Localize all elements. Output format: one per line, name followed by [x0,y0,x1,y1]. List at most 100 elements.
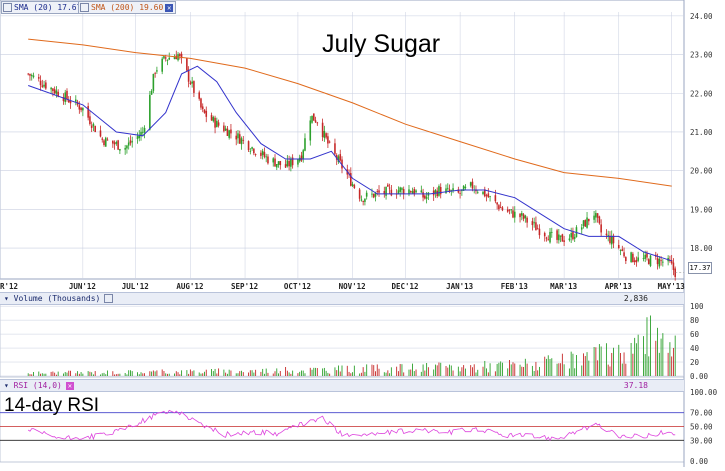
candle-up [173,56,176,60]
candle-up [425,196,428,199]
candle-down [67,100,70,103]
candle-down [485,195,488,197]
candle-down [543,232,546,237]
volume-panel-header: ▾ Volume (Thousands) 2,836 [0,292,684,305]
candle-up [445,188,447,194]
candle-down [487,193,490,198]
candle-up [265,156,267,158]
candle-up [150,90,153,95]
candle-down [87,106,89,118]
candle-down [235,135,238,140]
candle-up [166,59,169,61]
candle-down [267,156,269,164]
candle-down [57,91,59,97]
collapse-icon[interactable]: ▾ [4,294,9,303]
candle-up [228,130,230,138]
candle-down [617,244,620,249]
candle-up [371,193,373,195]
candle-down [112,140,114,144]
candle-down [288,160,290,167]
candle-down [327,136,329,144]
candle-down [325,133,327,138]
candle-down [519,213,521,218]
candle-down [186,58,188,71]
candle-down [584,219,587,227]
candle-down [238,134,241,144]
candle-up [240,138,243,145]
candle-up [549,231,551,243]
candle-down [674,268,676,277]
candle-up [119,149,121,151]
candle-up [224,128,227,131]
candle-down [53,89,56,94]
volume-y-tick-label: 100 [690,302,704,311]
candle-up [482,191,484,194]
candle-down [200,98,202,108]
candle-up [337,156,340,163]
candle-down [314,120,317,123]
candle-down [409,191,412,193]
candle-up [550,231,553,233]
candle-up [152,73,155,91]
candle-down [198,92,201,99]
candle-down [66,90,68,100]
candle-down [187,69,190,82]
candle-down [101,138,104,140]
candle-up [452,188,454,191]
candle-down [545,237,548,239]
candle-down [383,190,386,194]
volume-y-tick-label: 40 [690,344,700,353]
candle-down [94,126,96,133]
candle-down [625,257,627,261]
candle-down [501,207,504,211]
candle-up [558,234,560,241]
candle-down [214,117,216,128]
x-tick-label: JUL'12 [122,282,149,291]
candle-down [471,181,474,189]
candle-up [297,159,299,165]
candle-down [457,189,460,193]
candle-up [141,131,144,133]
candle-down [376,191,379,192]
candle-down [179,54,181,56]
candle-down [339,154,342,161]
candle-down [535,222,537,231]
candle-down [41,85,44,87]
x-tick-label: APR'13 [605,282,633,291]
x-tick-label: R'12 [0,282,18,291]
candle-down [635,259,638,263]
candle-up [140,131,142,137]
candle-down [672,262,675,270]
candle-down [612,235,615,244]
candle-up [415,190,417,193]
candle-down [522,214,525,219]
close-icon[interactable] [104,294,114,303]
candle-up [163,56,165,59]
candle-down [193,81,195,93]
close-icon[interactable]: ✕ [65,381,74,390]
candle-down [39,80,42,86]
candle-up [55,90,58,94]
candle-down [362,201,364,202]
candle-up [138,135,141,139]
candle-down [538,228,541,236]
legend-sma20-value: 17.67 [57,3,82,12]
candle-down [254,154,257,155]
legend-sma200[interactable]: SMA (200) 19.60 ✕ [78,1,177,14]
candle-up [489,196,491,198]
candle-up [261,150,264,156]
collapse-icon[interactable]: ▾ [4,381,9,390]
candle-down [99,130,102,137]
candle-up [161,58,163,72]
candle-up [462,185,465,191]
last-price-tag: 17.37 [688,262,712,274]
candle-down [390,189,393,196]
close-icon[interactable]: ✕ [165,3,174,12]
candle-down [632,253,634,263]
candle-down [312,113,315,121]
candle-up [582,220,585,226]
candle-up [277,161,280,165]
candle-down [508,209,511,211]
legend-sma200-value: 19.60 [139,3,164,12]
candle-down [321,122,324,138]
